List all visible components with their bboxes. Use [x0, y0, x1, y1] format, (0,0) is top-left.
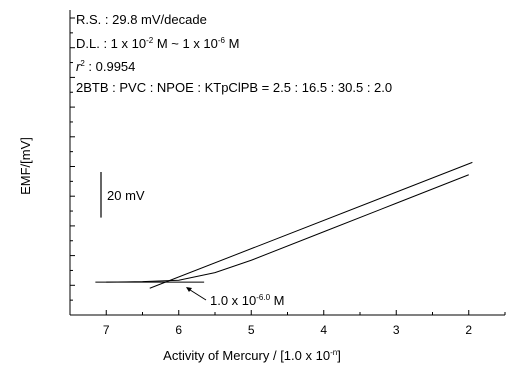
x-tick-label: 7 [103, 323, 110, 337]
slope-annotation: R.S. : 29.8 mV/decade [76, 12, 207, 27]
x-tick-label: 3 [393, 323, 400, 337]
y-axis-title: EMF/[mV] [18, 137, 33, 195]
y-axis-ticks [70, 17, 75, 301]
scale-bar-label: 20 mV [107, 188, 145, 203]
fit-line [149, 161, 473, 289]
x-tick-label: 2 [465, 323, 472, 337]
r-squared-annotation: r2 : 0.9954 [76, 59, 135, 74]
x-tick-label: 4 [320, 323, 327, 337]
x-tick-label: 5 [248, 323, 255, 337]
composition-annotation: 2BTB : PVC : NPOE : KTpClPB = 2.5 : 16.5… [76, 80, 392, 95]
x-axis-title: Activity of Mercury / [1.0 x 10-n] [163, 348, 341, 363]
detection-range-annotation: D.L. : 1 x 10-2 M ~ 1 x 10-6 M [76, 36, 239, 51]
x-tick-label: 6 [175, 323, 182, 337]
detection-limit-label: 1.0 x 10-6.0 M [210, 293, 285, 308]
data-curve [106, 174, 469, 283]
detection-limit-arrowhead [186, 287, 192, 292]
x-axis-ticks: 7 6 5 4 3 2 [69, 310, 506, 337]
